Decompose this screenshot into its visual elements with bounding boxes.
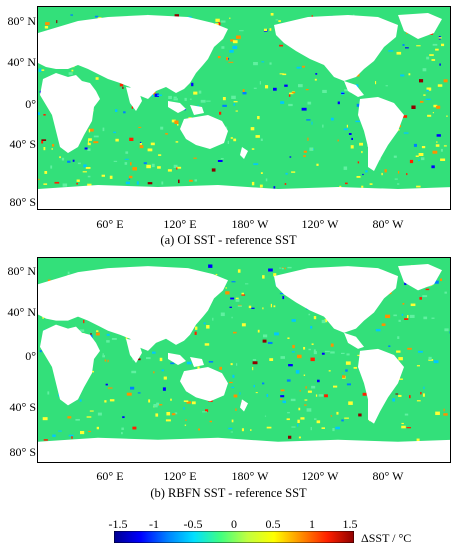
landmass (38, 185, 450, 209)
lon-label-120e: 120° E (163, 469, 197, 483)
lon-label-120e: 120° E (163, 217, 197, 231)
lon-label-80w: 80° W (372, 217, 404, 231)
lat-label-80s: 80° S (9, 195, 36, 209)
landmass (126, 87, 142, 111)
landmass (40, 73, 100, 153)
colorbar-tick-label: 1 (309, 517, 315, 531)
lon-label-120w: 120° W (301, 469, 339, 483)
colorbar-tick-label: -0.5 (183, 517, 203, 531)
landmass (38, 437, 450, 462)
lat-label-40n: 40° N (7, 305, 36, 319)
colorbar-tick-label: 0.5 (265, 517, 281, 531)
lon-label-180w: 180° W (231, 469, 269, 483)
landmass (344, 332, 364, 349)
lon-label-60e: 60° E (96, 469, 124, 483)
landmass (190, 356, 204, 368)
landmass (274, 15, 398, 81)
landmass (168, 101, 186, 113)
lon-label-180w: 180° W (231, 217, 269, 231)
colorbar-gradient (114, 531, 354, 543)
lat-label-40s: 40° S (9, 400, 36, 414)
landmass (190, 105, 204, 115)
landmass (344, 81, 364, 97)
lat-label-40s: 40° S (9, 137, 36, 151)
map-b-svg (38, 258, 450, 462)
lon-label-60e: 60° E (96, 217, 124, 231)
landmass (38, 266, 228, 351)
lat-label-80n: 80° N (7, 14, 36, 28)
sst-difference-map-a (37, 6, 451, 210)
landmass (180, 367, 228, 402)
landmass (398, 13, 442, 39)
landmass (274, 266, 398, 333)
colorbar-tick-label: -1 (149, 517, 159, 531)
map-a-svg (38, 7, 450, 209)
lat-label-0: 0° (25, 97, 36, 111)
landmass (40, 324, 100, 406)
landmass (398, 264, 442, 291)
colorbar-title: ΔSST / °C (361, 531, 412, 545)
sst-difference-map-b (37, 257, 451, 463)
caption-b: (b) RBFN SST - reference SST (150, 486, 307, 500)
lat-label-40n: 40° N (7, 55, 36, 69)
lat-label-0: 0° (25, 349, 36, 363)
lon-label-120w: 120° W (301, 217, 339, 231)
colorbar-tick-label: 0 (231, 517, 237, 531)
lon-label-80w: 80° W (372, 469, 404, 483)
colorbar-tick-label: 1.5 (342, 517, 358, 531)
lat-label-80n: 80° N (7, 264, 36, 278)
lat-label-80s: 80° S (9, 445, 36, 459)
caption-a: (a) OI SST - reference SST (160, 233, 297, 247)
landmass (240, 399, 248, 412)
landmass (168, 352, 186, 366)
landmass (358, 97, 404, 171)
landmass (358, 348, 404, 424)
landmass (126, 338, 142, 364)
landmass (240, 147, 248, 159)
colorbar-tick-label: -1.5 (108, 517, 128, 531)
landmass (38, 15, 228, 99)
landmass (180, 115, 228, 149)
